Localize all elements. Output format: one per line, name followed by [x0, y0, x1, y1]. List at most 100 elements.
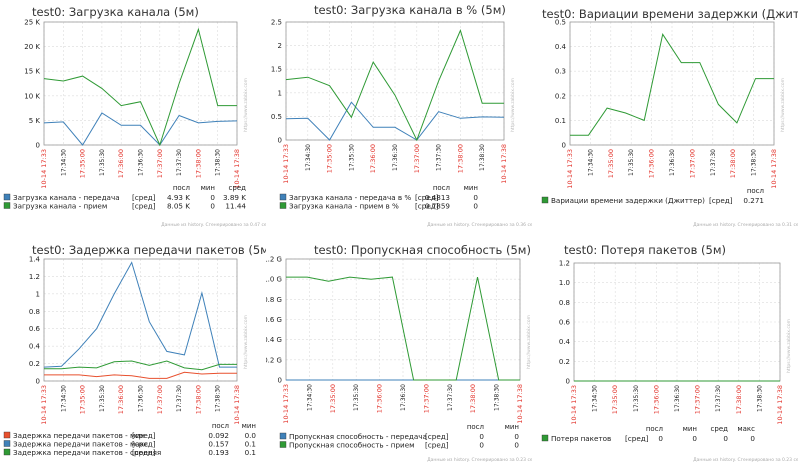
- chart-title: test0: Пропускная способность (5м): [314, 243, 531, 257]
- x-tick-label: 17:36:00: [652, 385, 660, 414]
- y-tick-label: 0.8: [29, 308, 40, 316]
- side-credit-text: https://www.zabbix.com: [780, 78, 786, 132]
- y-tick-label: 0: [36, 378, 40, 386]
- plot-frame: [43, 21, 238, 146]
- x-tick-label: 10-14 17:33: [282, 144, 290, 184]
- x-tick-label: 10-14 17:38: [516, 384, 524, 424]
- chart-panel-packet-loss: test0: Потеря пакетов (5м) 0 0.2 0.4 0.6 0.8 1…: [532, 235, 798, 469]
- y-tick-label: 1: [278, 89, 282, 97]
- x-tick-label: 17:35:00: [79, 385, 87, 414]
- chart-footer-note: Данные из history. Сгенерировано за 0.23…: [693, 457, 798, 463]
- chart-title: test0: Загрузка канала (5м): [32, 5, 199, 19]
- legend-item-name: Задержка передачи пакетов - мин: [13, 431, 145, 440]
- legend-item-value: 0: [479, 432, 484, 441]
- x-tick-label: 17:37:30: [176, 385, 183, 412]
- x-tick-label: 10-14 17:38: [233, 149, 241, 189]
- x-tick-label: 17:38:00: [735, 385, 743, 414]
- x-tick-label: 17:35:30: [353, 384, 360, 411]
- legend-header: макс: [737, 425, 755, 433]
- x-tick-label: 17:36:30: [674, 385, 681, 412]
- legend-item-name: Потеря пакетов: [551, 434, 611, 443]
- legend-item-func: [сред]: [425, 441, 449, 450]
- legend-item-func: [сред]: [132, 193, 156, 202]
- x-tick-label: 17:35:00: [329, 384, 337, 413]
- legend-item-func: [сред]: [425, 432, 449, 441]
- chart-panel-channel-load-percent: test0: Загрузка канала в % (5м) 0 0.5 1 1.5 2…: [266, 0, 532, 234]
- legend-item-name: Загрузка канала - передача в %: [289, 193, 411, 202]
- y-tick-label: 1.2: [559, 260, 570, 268]
- legend-swatch: [279, 202, 287, 209]
- legend-item-func: [сред]: [132, 448, 156, 457]
- legend-item-value: 11.44: [225, 202, 246, 211]
- y-tick-label: 0: [566, 378, 570, 386]
- x-tick-label: 17:36:00: [117, 149, 125, 178]
- x-tick-label: 17:35:00: [79, 149, 87, 178]
- x-tick-label: 17:36:00: [648, 149, 656, 178]
- y-tick-label: 0.2 G: [266, 356, 282, 364]
- y-tick-label: 15 K: [24, 68, 40, 76]
- legend-item-name: Вариации времени задержки (Джиттер): [551, 196, 705, 205]
- series-line: [44, 360, 237, 371]
- y-tick-label: 0.2: [559, 358, 570, 366]
- x-tick-label: 17:37:00: [156, 149, 164, 178]
- side-credit-text: https://www.zabbix.com: [786, 319, 792, 373]
- y-tick-label: 0.4: [559, 338, 571, 346]
- plot-frame: [43, 258, 238, 382]
- chart-footer-note: Данные из history. Сгенерировано за 0.36…: [427, 222, 532, 228]
- x-tick-label: 17:38:00: [194, 149, 202, 178]
- legend-swatch: [3, 202, 11, 209]
- legend-item-value: 4.93 K: [167, 193, 190, 202]
- y-tick-label: 0.5: [555, 19, 566, 27]
- chart-footer-note: Данные из history. Сгенерировано за 0.23…: [427, 457, 532, 463]
- x-tick-label: 17:37:00: [422, 384, 430, 413]
- legend-item-value: 0: [514, 441, 519, 450]
- legend-item-func: [сред]: [415, 202, 439, 211]
- legend-header: мин: [683, 425, 697, 433]
- x-tick-label: 10-14 17:38: [233, 385, 241, 425]
- x-tick-label: 17:36:30: [669, 149, 676, 176]
- plot-frame: [569, 21, 775, 146]
- y-tick-label: 0.2: [555, 92, 566, 100]
- x-tick-label: 17:35:00: [607, 149, 615, 178]
- legend-item-name: Загрузка канала - прием в %: [289, 202, 399, 211]
- chart-footer-note: Данные из history. Сгенерировано за 0.47…: [161, 222, 266, 228]
- y-tick-label: 0.8: [559, 299, 570, 307]
- legend-swatch: [279, 441, 287, 448]
- x-tick-label: 17:38:30: [756, 385, 763, 412]
- legend-item-value: 0.271: [743, 196, 764, 205]
- legend-header: посл: [173, 184, 190, 192]
- y-tick-label: 0: [278, 377, 282, 385]
- legend-item-value: 0: [210, 202, 215, 211]
- grid-lines: [43, 21, 238, 146]
- x-tick-label: 17:36:30: [400, 384, 407, 411]
- y-tick-label: 0.2: [29, 360, 40, 368]
- x-tick-label: 17:38:30: [215, 149, 222, 176]
- y-tick-label: 1.2: [29, 273, 40, 281]
- y-tick-label: 1.0 G: [266, 276, 282, 284]
- x-tick-label: 17:35:30: [628, 149, 635, 176]
- series-line: [43, 112, 238, 146]
- legend-item-value: 0: [692, 434, 697, 443]
- legend-item-name: Пропускная способность - прием: [289, 441, 415, 450]
- x-tick-label: 17:37:00: [413, 144, 421, 173]
- grid-lines: [285, 258, 521, 381]
- legend-item-value: 0.0: [245, 431, 257, 440]
- legend-header: посл: [212, 422, 229, 430]
- legend-swatch: [3, 193, 11, 201]
- legend-item-name: Задержка передачи пакетов - макс: [13, 440, 148, 449]
- series-line: [570, 33, 774, 136]
- y-tick-label: 1.2 G: [266, 256, 282, 264]
- series-line: [43, 27, 237, 147]
- y-tick-label: 5 K: [29, 117, 41, 125]
- x-tick-label: 17:37:00: [688, 149, 696, 178]
- x-tick-label: 17:35:30: [99, 385, 106, 412]
- y-tick-label: 1.0: [559, 279, 570, 287]
- legend-item-value: 0.7859: [425, 202, 451, 211]
- y-tick-label: 20 K: [24, 43, 40, 51]
- x-tick-label: 17:37:00: [694, 385, 702, 414]
- x-tick-label: 17:38:30: [479, 144, 486, 171]
- legend-item-value: 0: [750, 434, 755, 443]
- legend-swatch: [3, 440, 11, 447]
- x-tick-label: 17:38:00: [456, 144, 464, 173]
- y-tick-label: 25 K: [24, 19, 40, 27]
